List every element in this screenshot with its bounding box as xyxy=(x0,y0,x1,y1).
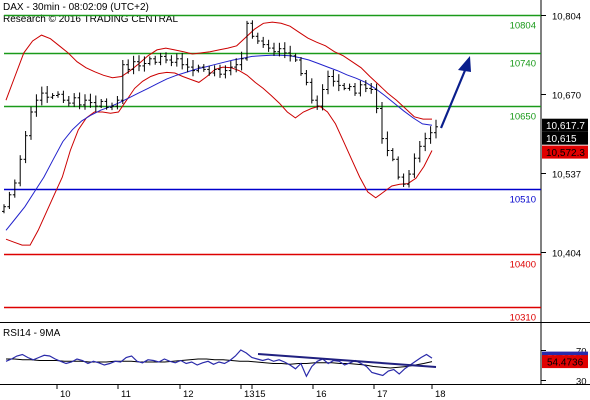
time-tick-label: 16 xyxy=(316,389,327,400)
price-tick-label: 10,404 xyxy=(552,249,581,260)
rsi-tick-label: 30 xyxy=(576,377,587,388)
time-tick-label: 11 xyxy=(121,389,131,400)
rsi-title: RSI14 - 9MA xyxy=(3,328,61,339)
time-tick-label: 10 xyxy=(60,389,71,400)
chart-title: DAX - 30min - 08:02:09 (UTC+2) xyxy=(3,2,149,13)
level-label: 10740 xyxy=(510,59,536,70)
price-tag-label: 10,615 xyxy=(546,134,577,145)
rsi-lines xyxy=(5,349,437,378)
level-label: 10400 xyxy=(510,260,536,271)
rsi-trendline xyxy=(257,353,437,368)
moving-average xyxy=(5,54,433,231)
indicators xyxy=(5,21,433,246)
price-tag-label: 10,617.7 xyxy=(546,121,585,132)
time-tick-label: 15 xyxy=(255,389,266,400)
bollinger-lower xyxy=(5,66,433,246)
rsi-line xyxy=(5,349,433,378)
time-tick-label: 18 xyxy=(435,389,446,400)
price-tags: 10,617.7 10,615 10,572.3 xyxy=(542,118,588,159)
bollinger-upper xyxy=(5,21,432,120)
level-label: 10510 xyxy=(510,195,536,206)
time-tick-label: 17 xyxy=(377,389,388,400)
price-tick-label: 10,537 xyxy=(552,170,581,181)
price-tag-label: 10,572.3 xyxy=(546,148,585,159)
arrow-head-icon xyxy=(458,56,471,72)
price-tick-label: 10,804 xyxy=(552,12,581,23)
level-lines: 10804 10740 10650 10510 10400 10310 xyxy=(4,14,541,324)
rsi-tag-label: 54.4736 xyxy=(547,358,584,369)
time-tick-label: 13 xyxy=(244,389,255,400)
chart-copyright: Research © 2016 TRADING CENTRAL xyxy=(3,14,178,25)
forecast-arrow xyxy=(439,56,471,129)
candles xyxy=(2,20,438,214)
price-axis: 10,804 10,670 10,537 10,404 xyxy=(541,12,581,260)
price-tag-box xyxy=(542,131,588,145)
level-label: 10650 xyxy=(510,112,536,123)
time-tick-label: 12 xyxy=(183,389,194,400)
level-label: 10310 xyxy=(510,313,536,324)
price-tag-box xyxy=(542,145,588,159)
time-axis: 10 11 12 13 15 16 17 18 xyxy=(56,384,446,400)
price-tick-label: 10,670 xyxy=(552,91,581,102)
price-tag-box xyxy=(542,118,588,132)
rsi-tag-box xyxy=(542,355,588,369)
rsi-tags: 59.223154.4736 xyxy=(542,351,588,369)
rsi-ma-line xyxy=(6,358,433,369)
level-label: 10804 xyxy=(510,21,536,32)
